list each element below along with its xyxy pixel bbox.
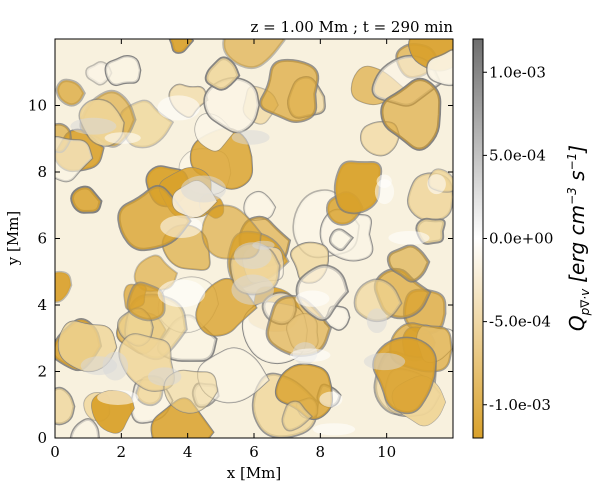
field-patch [312, 423, 356, 436]
colorbar-label-mid: s [565, 170, 589, 187]
colorbar-label: Qp∇·v [erg cm−3 s−1] [565, 145, 592, 331]
field-patch [290, 348, 331, 362]
granule [427, 50, 453, 85]
colorbar-tick-label: 5.0e-04 [489, 146, 546, 164]
field-patch [160, 215, 203, 238]
x-tick-label: 2 [117, 443, 127, 461]
field-patch [231, 274, 274, 305]
colorbar-label-exp2: −1 [565, 153, 579, 171]
y-tick-label: 6 [37, 230, 47, 248]
field-patch [252, 240, 275, 250]
y-tick-label: 8 [37, 163, 47, 181]
intergranular-lane [55, 135, 94, 183]
field-patch [157, 279, 206, 308]
x-tick-label: 4 [183, 443, 193, 461]
x-tick-label: 10 [377, 443, 396, 461]
granule [388, 245, 429, 281]
heatmap-field [55, 39, 453, 438]
granule [105, 56, 141, 85]
colorbar [472, 38, 484, 439]
granule [72, 187, 101, 212]
granule [57, 80, 84, 105]
granule [170, 39, 193, 53]
granule [223, 39, 284, 68]
colorbar-tick-label: 1.0e-03 [489, 63, 546, 81]
colorbar-tick-label: -5.0e-04 [489, 313, 551, 331]
colorbar-label-end: ] [565, 145, 589, 154]
field-patch [427, 174, 446, 195]
granule [71, 419, 99, 438]
y-tick-label: 10 [28, 97, 47, 115]
granule [381, 79, 440, 150]
field-patch [319, 391, 343, 408]
granule [204, 78, 259, 132]
y-axis-ticks: 0 2 4 6 8 10 [28, 97, 453, 447]
field-patch [295, 290, 330, 307]
granule [134, 255, 177, 292]
chart-title: z = 1.00 Mm ; t = 290 min [250, 18, 453, 36]
granule [355, 279, 401, 321]
field-patch [231, 130, 270, 145]
colorbar-tick-label: -1.0e-03 [489, 396, 551, 414]
field-patch [148, 367, 182, 387]
field-patch [366, 308, 387, 334]
colorbar-ticks: 1.0e-03 5.0e-04 0.0e+00 -5.0e-04 -1.0e-03 [483, 63, 553, 414]
field-patch [102, 351, 129, 381]
colorbar-label-exp1: −3 [565, 187, 579, 205]
field-patch [157, 95, 200, 121]
y-axis-label: y [Mm] [4, 211, 22, 267]
field-patch [104, 132, 141, 144]
x-axis-ticks: 0 2 4 6 8 10 [50, 39, 396, 461]
x-tick-label: 6 [249, 443, 259, 461]
granule [335, 162, 381, 213]
colorbar-label-main: Q [565, 315, 589, 331]
field-patch [363, 352, 406, 371]
granule [260, 60, 318, 122]
x-tick-label: 8 [316, 443, 326, 461]
field-patch [180, 175, 227, 203]
granule [55, 388, 74, 424]
colorbar-label-sub: p∇·v [578, 288, 592, 316]
granule [244, 191, 275, 220]
colorbar-label-units: [erg cm [565, 205, 589, 283]
granule [128, 283, 164, 320]
field-patch [70, 117, 117, 135]
y-tick-label: 4 [37, 296, 47, 314]
heatmap-area [55, 39, 453, 438]
colorbar-tick-label: 0.0e+00 [489, 230, 553, 248]
x-tick-label: 0 [50, 443, 60, 461]
y-tick-label: 2 [37, 363, 47, 381]
granule [276, 364, 332, 419]
granule [151, 398, 214, 438]
granule [206, 58, 239, 89]
field-patch [374, 179, 395, 205]
x-axis-label: x [Mm] [227, 464, 282, 482]
granule [330, 229, 353, 250]
granule [55, 272, 71, 302]
field-patch [97, 390, 139, 405]
granule [282, 401, 312, 431]
field-patch [388, 231, 430, 245]
granule [55, 137, 93, 182]
y-tick-label: 0 [37, 429, 47, 447]
